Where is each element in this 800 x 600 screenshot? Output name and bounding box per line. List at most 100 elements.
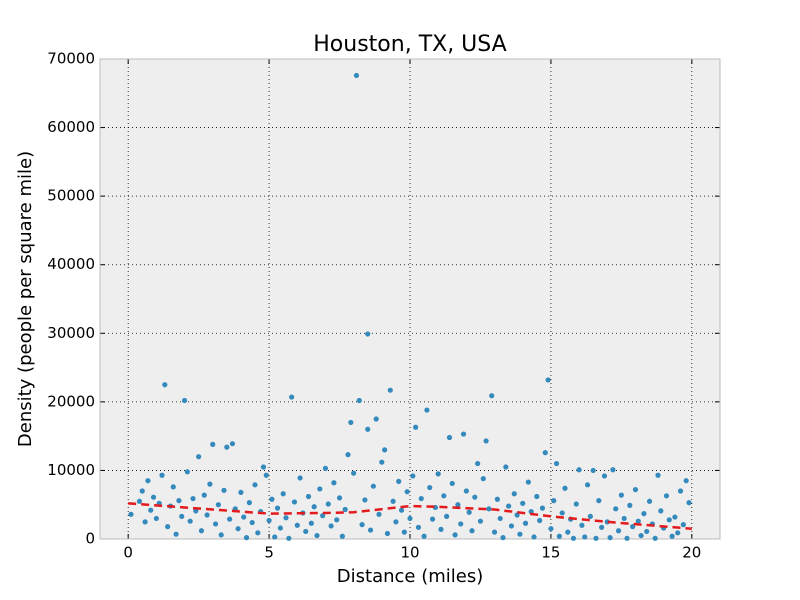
x-tick-label: 20	[682, 544, 701, 562]
point	[460, 431, 467, 437]
point	[184, 469, 190, 475]
y-tick-label: 60000	[47, 118, 95, 136]
point	[413, 424, 419, 430]
point	[677, 488, 684, 494]
point	[398, 507, 405, 513]
point	[593, 535, 599, 541]
point	[320, 513, 326, 519]
point	[283, 515, 289, 521]
point	[396, 478, 402, 484]
point	[683, 478, 689, 484]
point	[297, 475, 303, 481]
point	[444, 513, 450, 519]
point	[503, 464, 509, 470]
point	[215, 502, 221, 508]
point	[438, 526, 444, 533]
point	[548, 526, 554, 532]
point	[427, 484, 433, 491]
point	[353, 72, 360, 79]
point	[570, 535, 577, 541]
point	[291, 499, 298, 505]
point	[446, 434, 453, 441]
point	[638, 532, 644, 539]
point	[522, 520, 529, 526]
point	[508, 523, 515, 529]
point	[469, 528, 475, 534]
point	[565, 529, 571, 535]
point	[362, 497, 368, 503]
point	[243, 535, 250, 541]
point	[480, 476, 486, 482]
point	[621, 515, 627, 522]
point	[646, 498, 653, 504]
point	[322, 465, 329, 471]
point	[305, 493, 312, 500]
point	[584, 482, 591, 488]
point	[266, 517, 272, 524]
point	[410, 473, 416, 479]
point	[289, 394, 295, 400]
point	[145, 478, 151, 484]
y-tick-label: 40000	[47, 255, 95, 273]
point	[590, 467, 596, 474]
point	[672, 514, 678, 520]
point	[491, 529, 498, 535]
y-tick-label: 70000	[47, 50, 95, 68]
point	[537, 517, 543, 524]
point	[641, 511, 647, 517]
point	[255, 530, 261, 536]
point	[311, 504, 317, 510]
trend-line	[128, 502, 692, 530]
point	[376, 511, 382, 517]
point	[176, 498, 182, 504]
point	[658, 508, 664, 514]
point	[551, 498, 557, 504]
point	[218, 532, 224, 538]
point	[367, 527, 374, 533]
point	[663, 493, 670, 499]
point	[153, 515, 159, 522]
point	[170, 484, 176, 490]
point	[421, 533, 427, 539]
x-axis-label: Distance (miles)	[337, 566, 483, 587]
point	[556, 533, 562, 539]
y-tick-label: 0	[85, 530, 95, 548]
point	[511, 491, 517, 497]
point	[303, 528, 309, 535]
point	[542, 450, 548, 456]
point	[652, 535, 658, 541]
point	[387, 387, 393, 393]
y-tick-label: 10000	[47, 461, 95, 479]
point	[680, 522, 686, 528]
point	[286, 535, 292, 541]
point	[497, 515, 503, 522]
point	[525, 479, 531, 485]
point	[342, 506, 348, 513]
point	[229, 441, 236, 447]
point	[531, 534, 537, 540]
point	[252, 482, 258, 488]
point	[260, 464, 267, 470]
point	[415, 524, 422, 530]
point	[212, 521, 219, 527]
point	[351, 470, 357, 476]
point	[562, 485, 568, 491]
point	[596, 498, 602, 504]
point	[280, 491, 286, 497]
point	[582, 534, 588, 540]
point	[630, 524, 636, 530]
point	[632, 487, 639, 493]
y-tick-label: 30000	[47, 324, 95, 342]
point	[506, 503, 512, 509]
point	[520, 500, 526, 506]
point	[328, 523, 334, 529]
point	[173, 531, 179, 537]
point	[393, 519, 399, 525]
point	[644, 528, 650, 535]
point	[359, 522, 365, 528]
point	[201, 492, 207, 498]
point	[136, 498, 143, 504]
point	[534, 493, 540, 500]
point	[165, 524, 171, 530]
